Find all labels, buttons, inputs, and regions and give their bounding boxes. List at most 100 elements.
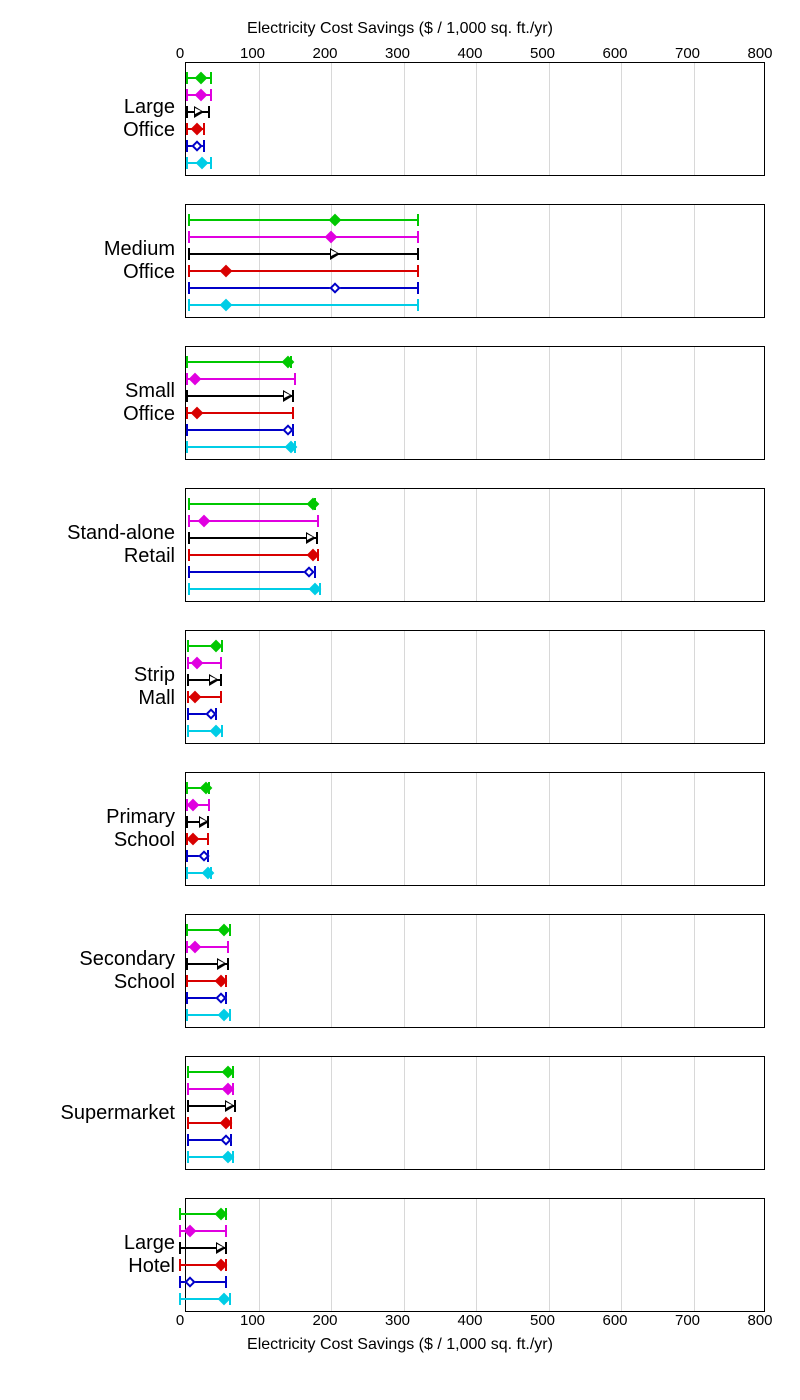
- marker-diamond-icon: [325, 230, 338, 243]
- tick-label: 0: [176, 45, 184, 62]
- series-row: [186, 1097, 764, 1114]
- series-row: [186, 438, 764, 455]
- panel-row: SmallOffice: [20, 346, 780, 460]
- panel-label: StripMall: [20, 664, 185, 710]
- series-row: [186, 1080, 764, 1097]
- x-ticks-bottom: 0100200300400500600700800: [180, 1312, 760, 1332]
- series-row: [186, 69, 764, 86]
- marker-diamond-open-icon: [329, 282, 340, 293]
- error-cap: [188, 299, 190, 311]
- marker-diamond-icon: [200, 781, 213, 794]
- marker-diamond-icon: [187, 798, 200, 811]
- tick-label: 500: [530, 45, 555, 62]
- error-cap: [186, 975, 188, 987]
- error-cap: [186, 782, 188, 794]
- marker-diamond-icon: [307, 497, 320, 510]
- error-cap: [186, 72, 188, 84]
- series-row: [186, 637, 764, 654]
- panel: [185, 488, 765, 602]
- error-cap: [417, 265, 419, 277]
- x-ticks-top: 0100200300400500600700800: [180, 42, 760, 62]
- range-bar: [189, 503, 315, 505]
- panel-label: Stand-aloneRetail: [20, 522, 185, 568]
- error-cap: [188, 549, 190, 561]
- error-cap: [186, 123, 188, 135]
- error-cap: [186, 850, 188, 862]
- error-cap: [188, 583, 190, 595]
- series-row: [186, 370, 764, 387]
- marker-diamond-icon: [194, 88, 207, 101]
- panel: [185, 914, 765, 1028]
- error-cap: [294, 373, 296, 385]
- x-axis-title-top: Electricity Cost Savings ($ / 1,000 sq. …: [20, 20, 780, 38]
- error-cap: [179, 1276, 181, 1288]
- series-row: [186, 154, 764, 171]
- series-row: [186, 1256, 764, 1273]
- tick-label: 200: [312, 1312, 337, 1329]
- tick-label: 500: [530, 1312, 555, 1329]
- series-row: [186, 830, 764, 847]
- series-row: [186, 404, 764, 421]
- error-cap: [188, 282, 190, 294]
- panel: [185, 204, 765, 318]
- error-cap: [188, 498, 190, 510]
- series-row: [186, 864, 764, 881]
- panel: [185, 346, 765, 460]
- series-row: [186, 955, 764, 972]
- error-cap: [179, 1293, 181, 1305]
- marker-diamond-icon: [191, 122, 204, 135]
- error-cap: [208, 106, 210, 118]
- series-row: [186, 938, 764, 955]
- series-row: [186, 671, 764, 688]
- marker-diamond-icon: [188, 372, 201, 385]
- error-cap: [186, 867, 188, 879]
- tick-label: 400: [457, 1312, 482, 1329]
- error-cap: [220, 674, 222, 686]
- error-cap: [210, 89, 212, 101]
- panel: [185, 630, 765, 744]
- error-cap: [187, 1151, 189, 1163]
- range-bar: [189, 236, 418, 238]
- marker-diamond-icon: [187, 832, 200, 845]
- range-bar: [187, 361, 291, 363]
- panel: [185, 62, 765, 176]
- panels-container: LargeOfficeMediumOfficeSmallOfficeStand-…: [20, 62, 780, 1312]
- marker-diamond-icon: [220, 298, 233, 311]
- panel-label: SecondarySchool: [20, 948, 185, 994]
- series-row: [186, 1290, 764, 1307]
- range-bar: [189, 537, 317, 539]
- series-row: [186, 1148, 764, 1165]
- series-row: [186, 580, 764, 597]
- tick-label: 100: [240, 1312, 265, 1329]
- series-row: [186, 722, 764, 739]
- error-cap: [208, 799, 210, 811]
- error-cap: [188, 532, 190, 544]
- series-row: [186, 1273, 764, 1290]
- panel-label: Supermarket: [20, 1102, 185, 1125]
- error-cap: [316, 532, 318, 544]
- marker-diamond-icon: [328, 213, 341, 226]
- marker-diamond-icon: [194, 71, 207, 84]
- error-cap: [188, 566, 190, 578]
- panel-label: SmallOffice: [20, 380, 185, 426]
- tick-label: 800: [747, 1312, 772, 1329]
- tick-label: 300: [385, 45, 410, 62]
- marker-diamond-icon: [198, 514, 211, 527]
- error-cap: [227, 958, 229, 970]
- error-cap: [179, 1225, 181, 1237]
- range-bar: [187, 378, 294, 380]
- error-cap: [210, 72, 212, 84]
- panel: [185, 1198, 765, 1312]
- tick-label: 600: [602, 45, 627, 62]
- series-row: [186, 779, 764, 796]
- series-row: [186, 387, 764, 404]
- range-bar: [189, 588, 320, 590]
- error-cap: [187, 708, 189, 720]
- panel-label: PrimarySchool: [20, 806, 185, 852]
- error-cap: [234, 1100, 236, 1112]
- error-cap: [187, 674, 189, 686]
- panel-row: PrimarySchool: [20, 772, 780, 886]
- series-row: [186, 512, 764, 529]
- series-row: [186, 1131, 764, 1148]
- range-bar: [189, 571, 315, 573]
